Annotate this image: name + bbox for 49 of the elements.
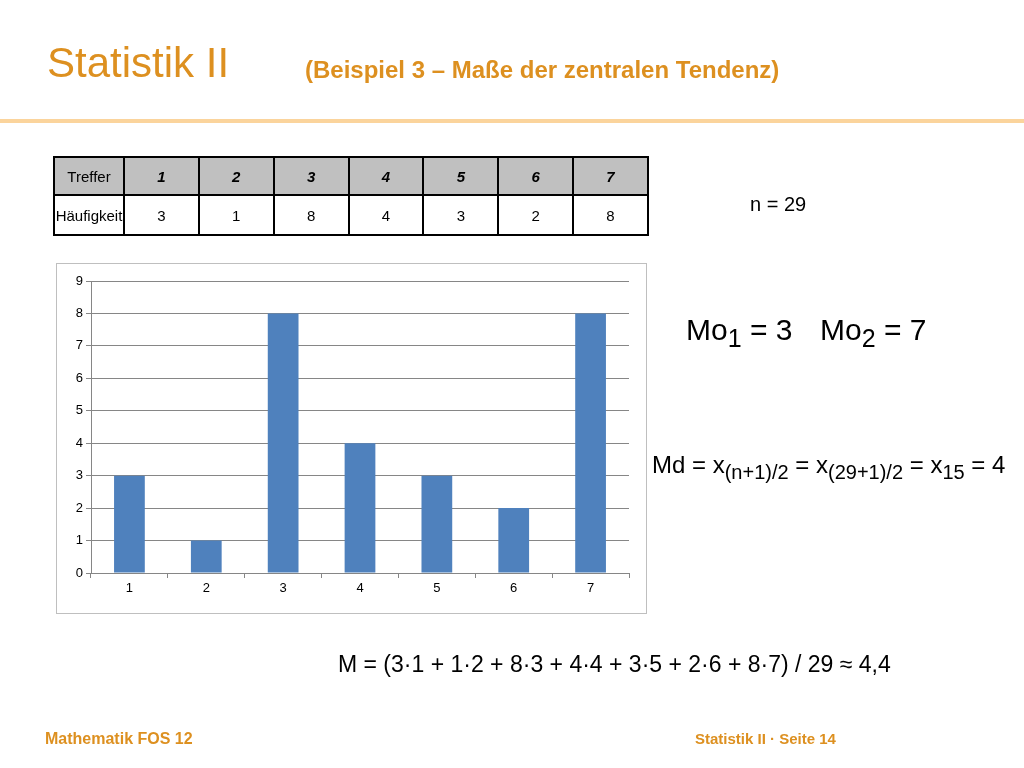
category-label: 3 (306, 167, 316, 185)
y-tick-label: 7 (75, 337, 83, 353)
text: Mathematik FOS 12 (45, 729, 193, 749)
x-tick-label: 6 (510, 580, 518, 596)
bar (190, 540, 222, 573)
data-label: 8 (573, 195, 648, 235)
x-tick-label: 1 (125, 580, 134, 596)
text: n = 29 (750, 192, 807, 216)
y-tick-label: 5 (75, 402, 83, 418)
category-label: 6 (531, 167, 540, 185)
chart-subtitle: (Beispiel 3 – Maße der zentralen Tendenz) (305, 56, 780, 83)
category-label: 7 (606, 167, 615, 185)
bar (498, 508, 530, 573)
y-tick-label: 6 (75, 369, 83, 385)
data-label: 2 (498, 195, 574, 235)
data-label: 1 (198, 195, 274, 235)
x-tick-label: 4 (356, 580, 364, 596)
x-tick-label: 3 (279, 580, 287, 596)
text: Md = x$_{(n+1)/2}$ = x$_{(29+1)/2}$ = x$_{15}$ = 4 (652, 451, 1006, 484)
chart-title: Statistik II (47, 39, 230, 86)
bar (114, 475, 145, 573)
bar (267, 313, 299, 573)
y-tick-label: 1 (75, 532, 83, 548)
text: M = (3·1 + 1·2 + 8·3 + 4·4 + 3·5 + 2·6 + 8·7) / 29 ≈ 4,4 (338, 651, 891, 679)
text: Mo$_{2}$ = 7 (820, 312, 927, 353)
y-tick-label: 2 (75, 499, 83, 515)
data-label: 8 (273, 195, 349, 235)
text: Treffer (54, 157, 124, 195)
y-tick-label: 4 (75, 434, 83, 450)
data-label: 3 (124, 195, 199, 235)
y-tick-label: 9 (75, 272, 83, 288)
category-label: 4 (381, 167, 391, 185)
x-tick-label: 5 (433, 580, 441, 596)
y-tick-label: 0 (75, 564, 83, 580)
data-label: 4 (348, 195, 424, 235)
category-label: 2 (232, 167, 241, 185)
text: Mo$_{1}$ = 3 (686, 312, 793, 353)
text: Häufigkeit (54, 195, 124, 235)
y-tick-label: 3 (75, 467, 83, 483)
data-label: 3 (423, 195, 499, 235)
x-tick-label: 2 (202, 580, 210, 596)
y-tick-label: 8 (75, 305, 83, 321)
category-label: 1 (157, 167, 166, 185)
category-label: 5 (456, 167, 465, 185)
bar (421, 475, 453, 573)
bar (575, 313, 606, 573)
text: Statistik II · Seite 14 (695, 730, 836, 748)
bar (344, 443, 376, 573)
x-tick-label: 7 (586, 580, 595, 596)
